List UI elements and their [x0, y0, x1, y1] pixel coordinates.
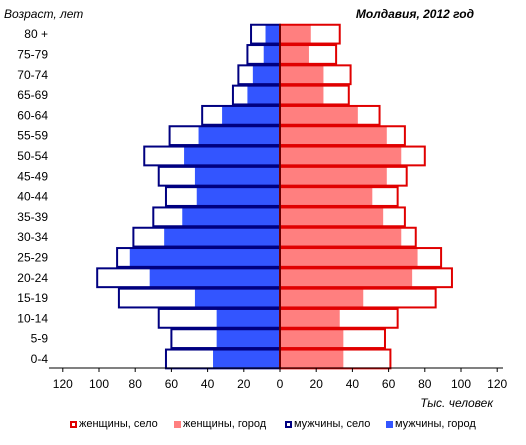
legend-label: мужчины, село	[294, 418, 371, 430]
legend-item: женщины, село	[70, 418, 158, 430]
x-tick-label: 40	[346, 377, 360, 391]
y-tick-label: 35-39	[17, 210, 48, 224]
y-tick-label: 65-69	[17, 88, 48, 102]
bar-left-filled	[184, 146, 280, 166]
bar-left-filled	[216, 308, 280, 328]
legend-item: мужчины, город	[386, 418, 476, 430]
x-axis-label: Тыс. человек	[420, 396, 494, 410]
bar-right-filled	[280, 227, 402, 247]
x-tick-label: 80	[418, 377, 432, 391]
y-tick-label: 25-29	[17, 250, 48, 264]
y-axis-label: Возраст, лет	[4, 7, 83, 21]
legend-label: мужчины, город	[395, 418, 476, 430]
bar-left-filled	[265, 24, 280, 44]
x-tick-label: 100	[451, 377, 471, 391]
bar-left-filled	[196, 187, 280, 206]
y-tick-label: 10-14	[17, 311, 48, 325]
bar-right-filled	[280, 349, 344, 369]
bar-right-filled	[280, 207, 384, 227]
y-tick-label: 30-34	[17, 230, 48, 244]
bar-left-filled	[247, 85, 280, 105]
legend-swatch	[285, 420, 292, 428]
legend-item: мужчины, село	[285, 418, 370, 430]
legend-swatch	[70, 420, 77, 428]
bar-left-filled	[252, 65, 280, 85]
y-tick-label: 75-79	[17, 47, 48, 61]
bar-right-filled	[280, 65, 324, 85]
x-tick-label: 120	[53, 377, 73, 391]
chart-title: Молдавия, 2012 год	[356, 7, 474, 21]
bar-right-filled	[280, 126, 387, 146]
legend-swatch	[174, 420, 181, 428]
bar-left-filled	[149, 268, 280, 288]
bar-right-filled	[280, 85, 324, 105]
bar-right-filled	[280, 105, 358, 125]
bars-group	[96, 23, 453, 370]
y-tick-label: 40-44	[17, 190, 48, 204]
bar-right-filled	[280, 24, 311, 44]
bar-left-filled	[194, 288, 280, 308]
x-tick-label: 60	[382, 377, 396, 391]
bar-right-filled	[280, 248, 418, 267]
legend-label: женщины, город	[183, 418, 267, 430]
y-tick-label: 50-54	[17, 149, 48, 163]
bar-left-filled	[263, 45, 280, 64]
y-tick-label: 80 +	[24, 27, 48, 41]
x-tick-label: 20	[237, 377, 251, 391]
bar-right-filled	[280, 268, 413, 288]
x-tick-label: 0	[277, 377, 284, 391]
bar-left-filled	[182, 207, 280, 227]
bar-left-filled	[216, 329, 280, 349]
legend-swatch	[386, 420, 393, 428]
bar-right-filled	[280, 187, 373, 206]
y-tick-label: 0-4	[31, 352, 49, 366]
legend-label: женщины, село	[79, 418, 158, 430]
x-tick-labels: 120 100 80 60 40 20 0 20 40 60 80 100 120	[53, 368, 508, 391]
bar-left-filled	[213, 349, 280, 369]
y-tick-label: 20-24	[17, 271, 48, 285]
bar-right-filled	[280, 146, 402, 166]
bar-right-filled	[280, 45, 309, 64]
bar-left-filled	[129, 248, 280, 267]
bar-right-filled	[280, 308, 340, 328]
legend-item: женщины, город	[174, 418, 266, 430]
y-tick-labels: 80 + 75-79 70-74 65-69 60-64 55-59 50-54 45-49 4…	[17, 27, 48, 366]
bar-right-filled	[280, 288, 364, 308]
bar-left-filled	[222, 105, 280, 125]
x-tick-label: 60	[165, 377, 179, 391]
x-tick-label: 120	[487, 377, 507, 391]
bar-right-filled	[280, 166, 387, 186]
x-tick-label: 80	[129, 377, 143, 391]
bar-left-filled	[164, 227, 280, 247]
x-tick-label: 100	[89, 377, 109, 391]
y-tick-label: 45-49	[17, 169, 48, 183]
y-tick-label: 5-9	[31, 332, 49, 346]
y-tick-label: 15-19	[17, 291, 48, 305]
bar-left-filled	[194, 166, 280, 186]
x-tick-label: 40	[201, 377, 215, 391]
y-tick-label: 60-64	[17, 108, 48, 122]
legend: женщины, село женщины, город мужчины, село…	[0, 418, 526, 438]
bar-right-filled	[280, 329, 344, 349]
y-tick-label: 70-74	[17, 68, 48, 82]
y-tick-label: 55-59	[17, 129, 48, 143]
x-tick-label: 20	[310, 377, 324, 391]
bar-left-filled	[198, 126, 280, 146]
